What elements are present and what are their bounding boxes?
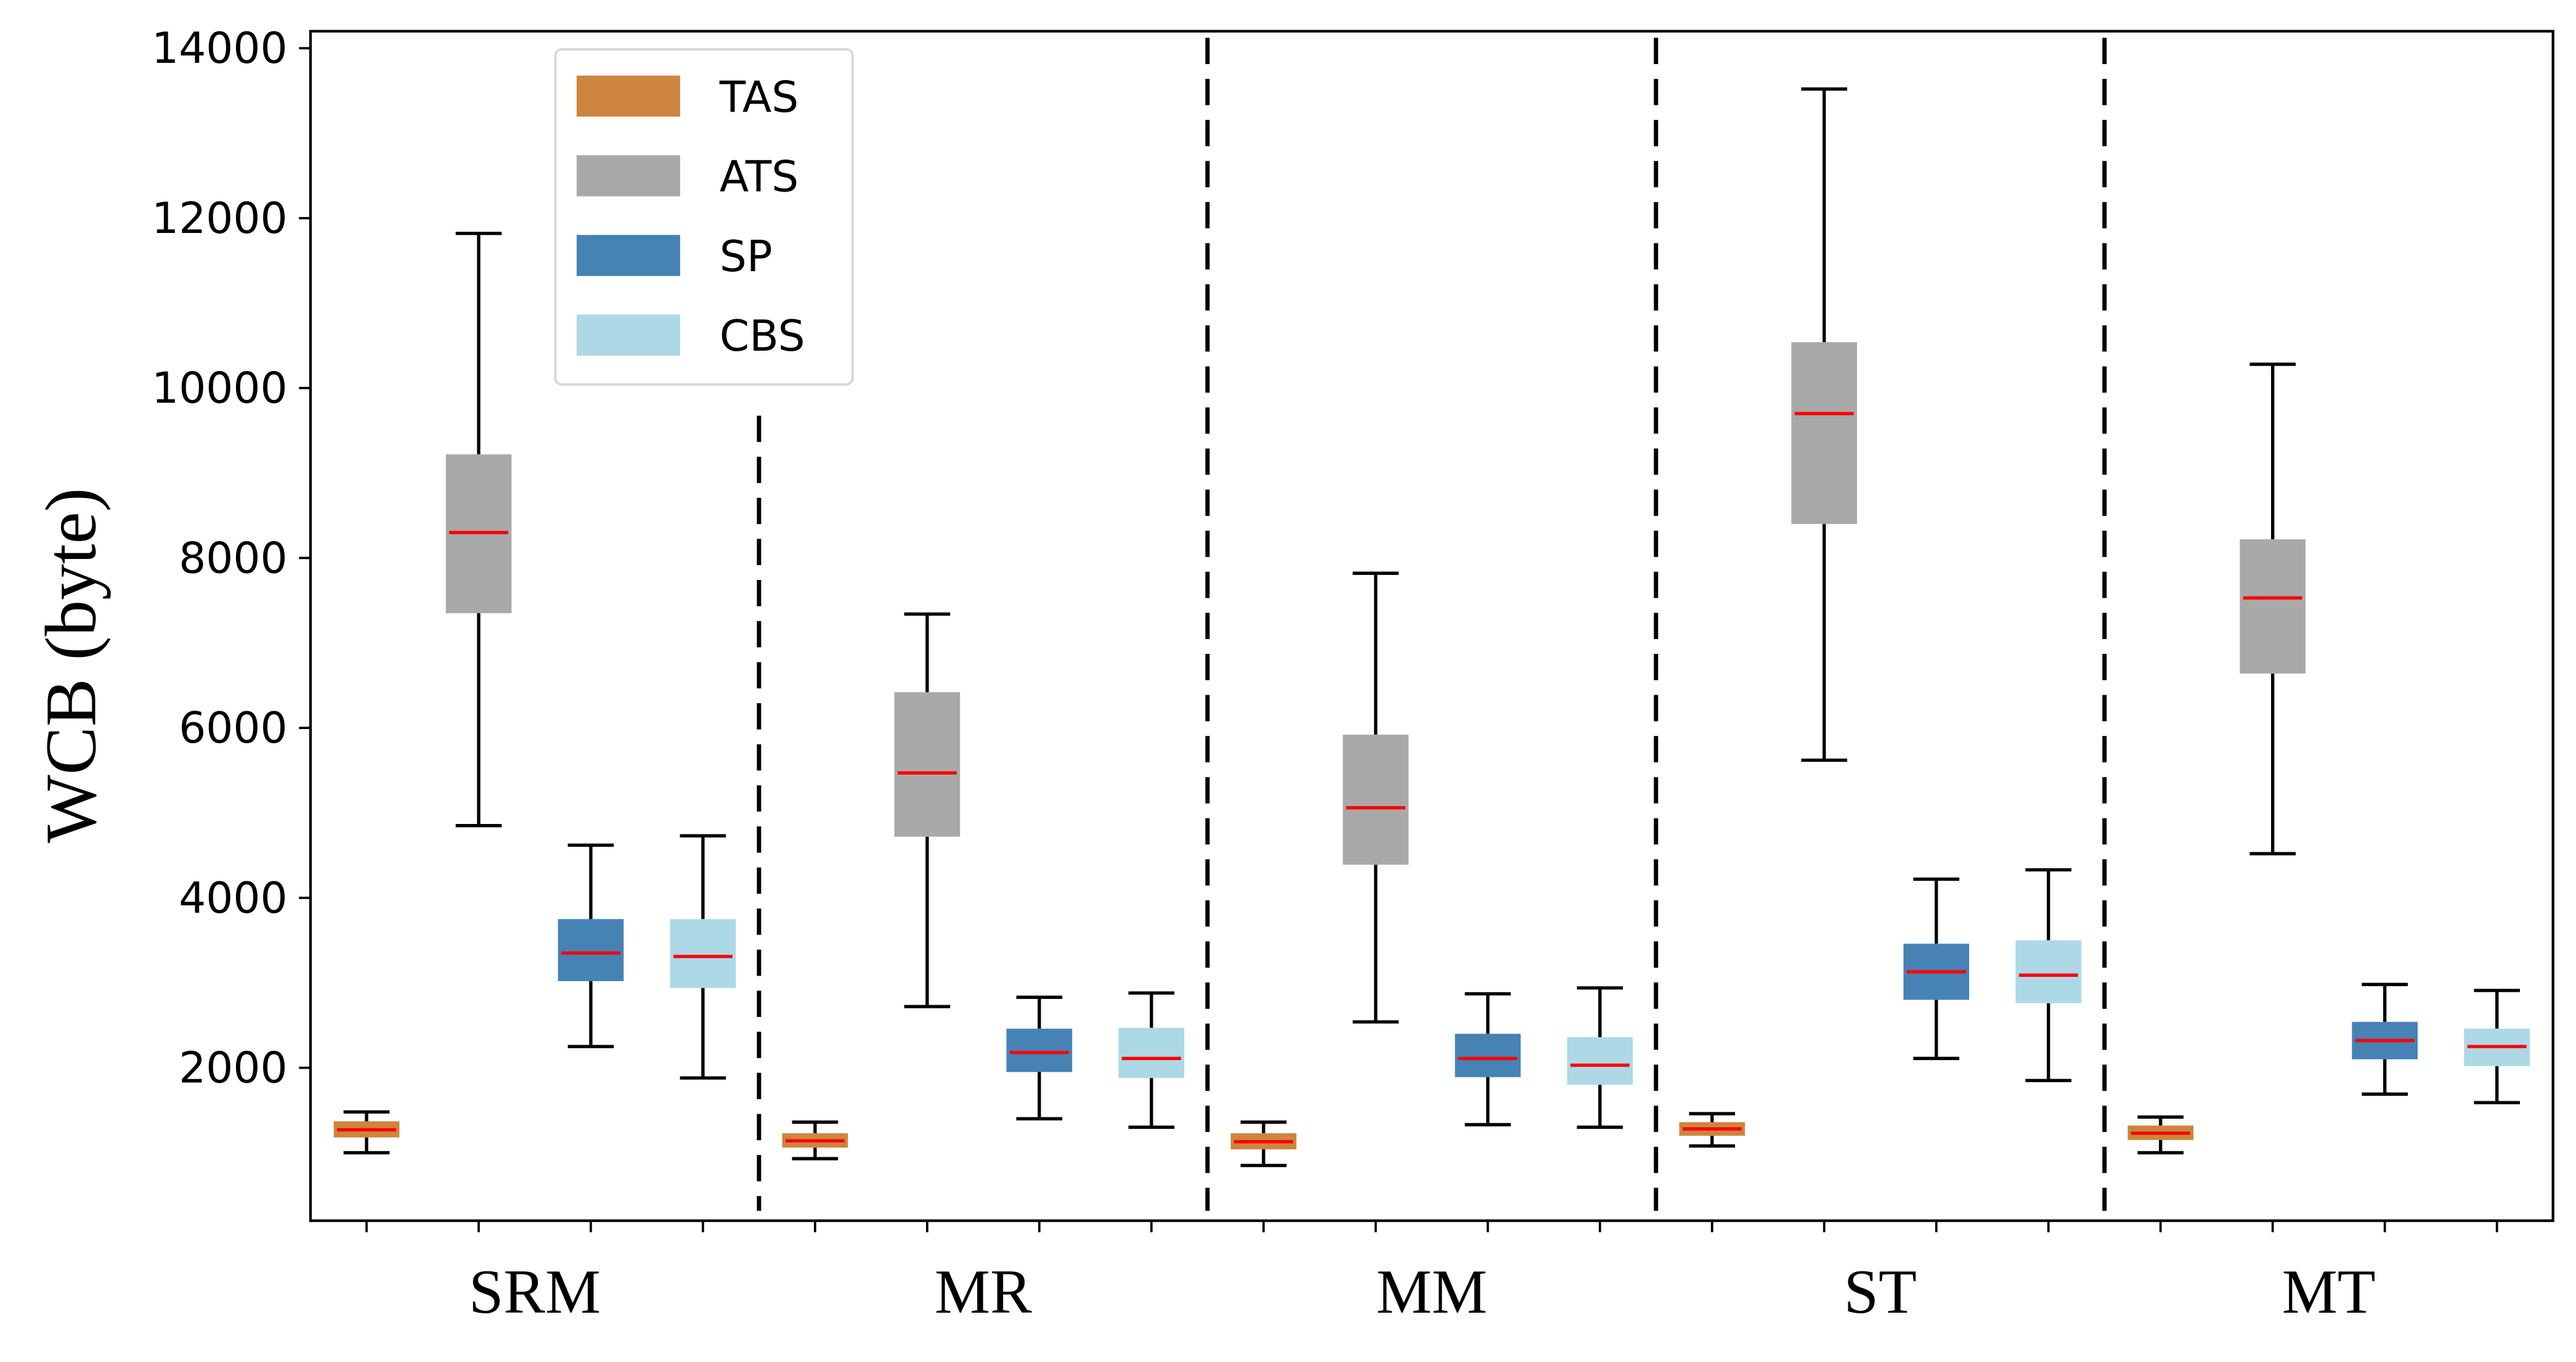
legend-label-ats: ATS <box>720 153 798 202</box>
y-axis: 2000 4000 6000 8000 10000 12000 14000 <box>152 24 311 1093</box>
box-iqr <box>1118 1027 1185 1079</box>
x-category-label: MM <box>1376 1257 1487 1326</box>
box-sp-mr <box>1006 995 1073 1120</box>
box-sp-mt <box>2352 982 2418 1096</box>
y-tick-label: 4000 <box>179 874 287 923</box>
box-ats-st <box>1791 87 1858 762</box>
box-tas-srm <box>333 1110 400 1155</box>
box-cbs-mt <box>2464 989 2530 1104</box>
x-category-label: MT <box>2282 1257 2376 1326</box>
group-separators <box>757 38 2107 1211</box>
box-iqr <box>1455 1034 1521 1077</box>
box-tas-mr <box>782 1120 848 1160</box>
y-tick-label: 14000 <box>152 24 288 73</box>
box-iqr <box>2015 940 2082 1003</box>
legend-label-sp: SP <box>720 232 773 282</box>
box-ats-mm <box>1343 571 1409 1024</box>
box-iqr <box>2240 539 2306 674</box>
legend-swatch-cbs <box>576 314 680 356</box>
box-tas-mm <box>1230 1120 1297 1167</box>
box-ats-mr <box>894 612 961 1008</box>
box-iqr <box>558 919 624 981</box>
x-category-label: SRM <box>469 1257 601 1326</box>
legend-label-tas: TAS <box>719 73 798 122</box>
box-iqr <box>670 919 736 988</box>
box-cbs-mr <box>1118 991 1185 1129</box>
box-cbs-st <box>2015 868 2082 1082</box>
y-tick-label: 12000 <box>152 194 288 243</box>
box-sp-st <box>1903 877 1970 1061</box>
box-iqr <box>1791 342 1858 524</box>
box-cbs-srm <box>670 834 736 1080</box>
box-iqr <box>1567 1037 1633 1085</box>
box-tas-st <box>1679 1112 1745 1148</box>
box-iqr <box>1343 735 1409 865</box>
boxes-layer <box>333 87 2530 1167</box>
y-tick-label: 2000 <box>179 1044 287 1093</box>
box-tas-mt <box>2127 1115 2194 1155</box>
legend-swatch-tas <box>576 75 680 117</box>
box-sp-mm <box>1455 992 1521 1127</box>
box-ats-mt <box>2240 362 2306 855</box>
legend-frame <box>554 47 854 386</box>
legend: TAS ATS SP CBS <box>554 47 854 386</box>
box-sp-srm <box>558 843 624 1048</box>
box-iqr <box>894 692 961 837</box>
box-iqr <box>1006 1029 1073 1072</box>
legend-swatch-sp <box>576 235 680 276</box>
y-tick-label: 6000 <box>179 704 287 753</box>
box-ats-srm <box>445 232 512 828</box>
x-category-label: ST <box>1844 1257 1917 1326</box>
legend-label-cbs: CBS <box>720 312 805 361</box>
y-tick-label: 10000 <box>152 364 288 414</box>
y-tick-label: 8000 <box>179 534 287 583</box>
y-axis-label: WCB (byte) <box>31 487 112 843</box>
box-cbs-mm <box>1567 986 1633 1129</box>
x-category-label: MR <box>935 1257 1032 1326</box>
legend-swatch-ats <box>576 155 680 197</box>
x-axis: SRM MR MM ST MT <box>365 1220 2498 1326</box>
